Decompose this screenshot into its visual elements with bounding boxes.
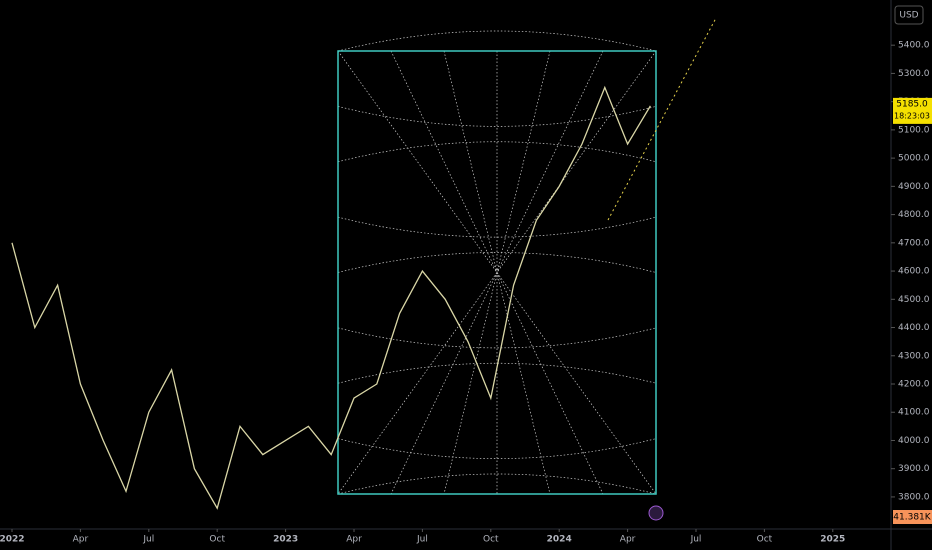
y-tick-label: 4100.0	[898, 408, 930, 418]
x-tick-label: 2025	[820, 535, 845, 545]
y-tick-label: 4900.0	[898, 182, 930, 192]
pattern-line	[337, 30, 657, 52]
y-tick-label: 4000.0	[898, 436, 930, 446]
x-tick-label: Apr	[73, 535, 89, 545]
x-tick-label: Apr	[620, 535, 636, 545]
y-tick-label: 4500.0	[898, 295, 930, 305]
x-tick-label: Oct	[483, 535, 499, 545]
y-tick-label: 4200.0	[898, 380, 930, 390]
pattern-line	[337, 473, 657, 495]
pattern-line	[337, 106, 657, 127]
y-tick-label: 5100.0	[898, 125, 930, 135]
alert-icon[interactable]	[648, 505, 664, 521]
y-tick-label: 5000.0	[898, 154, 930, 164]
y-tick-label: 4700.0	[898, 238, 930, 248]
pattern-line	[337, 141, 657, 163]
y-tick-label: 4800.0	[898, 210, 930, 220]
currency[interactable]: USD	[899, 11, 918, 21]
x-tick-label: Oct	[757, 535, 773, 545]
x-tick-label: 2022	[0, 535, 25, 545]
y-tick-label: 4400.0	[898, 323, 930, 333]
x-tick-label: Jul	[142, 535, 154, 545]
volume-label: 41.381K	[893, 513, 931, 523]
trend-line	[607, 17, 717, 221]
pattern-line	[337, 327, 657, 349]
pattern-box	[337, 50, 657, 495]
currency-box[interactable]	[894, 5, 924, 25]
y-tick-label: 5300.0	[898, 69, 930, 79]
x-tick-label: Jul	[416, 535, 428, 545]
y-tick-label: 3800.0	[898, 492, 930, 502]
x-tick-label: 2023	[273, 535, 298, 545]
y-tick-label: 3900.0	[898, 464, 930, 474]
pattern-line	[337, 438, 657, 459]
pattern-line	[390, 50, 604, 495]
pattern-line	[337, 216, 657, 238]
y-tick-label: 4600.0	[898, 267, 930, 277]
pattern-line	[337, 252, 657, 273]
y-tick-label: 5400.0	[898, 41, 930, 51]
x-tick-label: 2024	[547, 535, 572, 545]
x-tick-label: Apr	[346, 535, 362, 545]
countdown: 18:23:03	[894, 111, 930, 120]
y-tick-label: 4300.0	[898, 351, 930, 361]
price-tag	[893, 97, 932, 124]
volume-tag	[893, 510, 932, 524]
x-tick-label: Jul	[690, 535, 702, 545]
price-line	[11, 85, 651, 510]
price-tag-label: 5185.0	[896, 99, 928, 109]
x-tick-label: Oct	[209, 535, 225, 545]
